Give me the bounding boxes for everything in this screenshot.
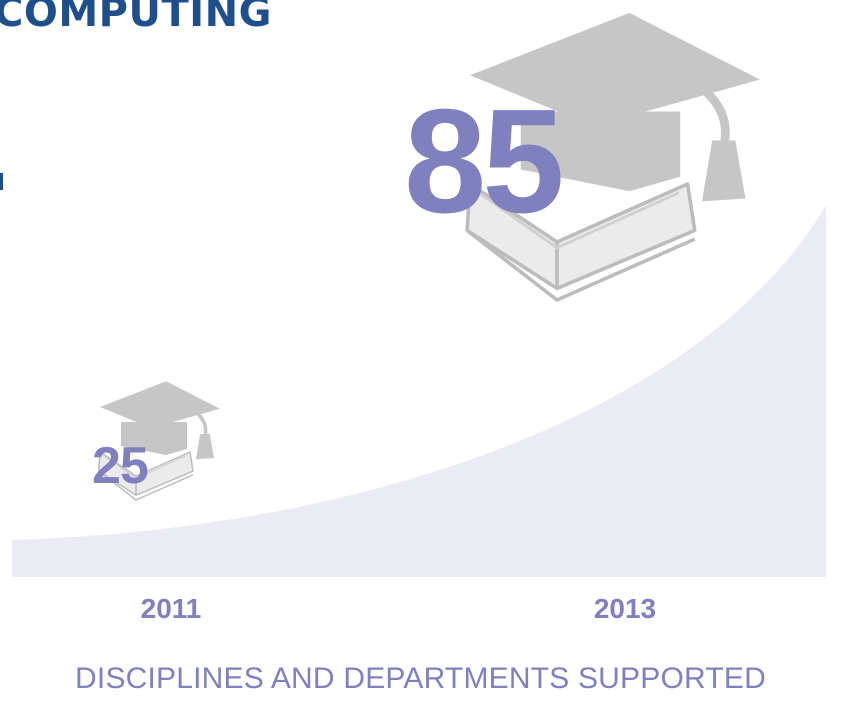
area-shape	[12, 205, 826, 577]
x-tick-label-2011: 2011	[141, 593, 202, 624]
x-tick-label-2013: 2013	[594, 593, 656, 624]
chart-caption: DISCIPLINES AND DEPARTMENTS SUPPORTED	[75, 662, 766, 695]
page-title: COMPUTING	[0, 0, 272, 36]
data-label-2011: 25	[92, 437, 148, 495]
left-edge-mark	[0, 173, 3, 190]
data-label-2013: 85	[404, 79, 561, 244]
